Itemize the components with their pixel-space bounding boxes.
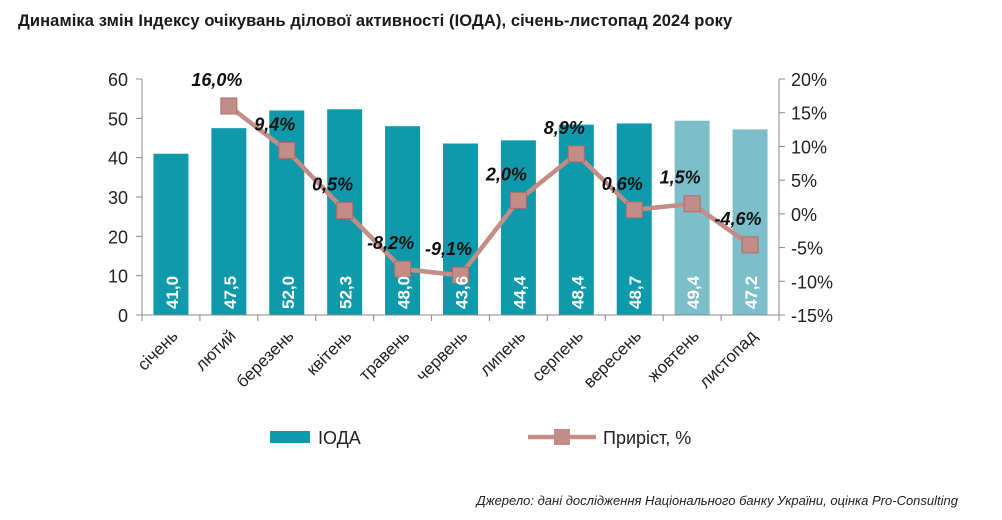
y-left-tick-label: 50 bbox=[108, 109, 128, 129]
y-left-tick-label: 10 bbox=[108, 267, 128, 287]
bar-жовтень bbox=[674, 120, 710, 316]
bar-value-label: 52,0 bbox=[279, 276, 298, 309]
bar-value-label: 48,0 bbox=[395, 276, 414, 309]
growth-marker bbox=[741, 236, 759, 254]
y-right-tick-label: 15% bbox=[791, 104, 827, 124]
growth-value-label: 0,6% bbox=[602, 174, 643, 194]
growth-value-label: -4,6% bbox=[715, 209, 762, 229]
y-left-tick-label: 30 bbox=[108, 188, 128, 208]
chart-title: Динаміка змін Індексу очікувань ділової … bbox=[18, 12, 733, 30]
growth-marker bbox=[336, 201, 354, 219]
growth-value-label: 0,5% bbox=[312, 174, 353, 194]
bar-value-label: 47,2 bbox=[742, 276, 761, 309]
x-tick-label: травень bbox=[355, 326, 413, 384]
growth-value-label: 9,4% bbox=[254, 114, 295, 134]
bar-червень bbox=[443, 143, 478, 315]
legend-group: ІОДА Приріст, % bbox=[270, 428, 691, 448]
bar-value-label: 48,4 bbox=[568, 275, 587, 309]
bar-травень bbox=[385, 126, 421, 315]
x-tick-label: березень bbox=[233, 326, 298, 391]
growth-value-label: -8,2% bbox=[367, 233, 414, 253]
growth-value-label: 16,0% bbox=[191, 70, 242, 90]
growth-line bbox=[227, 104, 752, 278]
bar-value-label: 48,7 bbox=[626, 276, 645, 309]
bar-лютий bbox=[211, 128, 247, 315]
growth-value-label: 1,5% bbox=[660, 168, 701, 188]
y-left-tick-label: 0 bbox=[118, 306, 128, 326]
growth-marker bbox=[625, 201, 643, 219]
growth-marker bbox=[452, 266, 469, 284]
bar-листопад bbox=[732, 129, 768, 315]
bar-value-label: 44,4 bbox=[510, 275, 529, 309]
y-right-tick-label: -10% bbox=[791, 272, 833, 292]
x-tick-label: вересень bbox=[580, 326, 645, 391]
bar-value-label: 47,5 bbox=[221, 276, 240, 309]
bar-вересень bbox=[616, 123, 652, 316]
labels-group: 41,0 47,5 52,0 52,3 48,0 43,6 44,4 48,4 48,7 49,4… bbox=[163, 70, 762, 309]
bar-value-label: 43,6 bbox=[453, 276, 472, 309]
y-left-tick-label: 40 bbox=[108, 149, 128, 169]
growth-marker bbox=[567, 145, 585, 163]
y-right-tick-label: -5% bbox=[791, 239, 823, 259]
y-right-tick-label: -15% bbox=[791, 306, 833, 326]
x-tick-label: квітень bbox=[303, 326, 356, 379]
x-tick-label: липень bbox=[476, 326, 529, 379]
legend-line-label: Приріст, % bbox=[603, 428, 691, 448]
growth-marker bbox=[278, 141, 296, 159]
bar-липень bbox=[500, 140, 536, 315]
x-tick-label: лютий bbox=[192, 326, 240, 374]
x-tick-label: серпень bbox=[528, 326, 587, 385]
growth-marker bbox=[509, 191, 527, 209]
y-right-tick-label: 5% bbox=[791, 171, 817, 191]
bar-січень bbox=[153, 153, 189, 315]
y-left-tick-label: 20 bbox=[108, 227, 128, 247]
legend-marker-swatch bbox=[554, 429, 570, 445]
x-tick-label: жовтень bbox=[644, 326, 703, 385]
y-right-tick-label: 0% bbox=[791, 205, 817, 225]
growth-value-label: -9,1% bbox=[425, 239, 472, 259]
growth-marker bbox=[394, 260, 412, 278]
source-note: Джерело: дані дослідження Національного … bbox=[476, 493, 958, 508]
bar-value-label: 41,0 bbox=[163, 276, 182, 309]
legend-bar-swatch bbox=[270, 431, 310, 443]
growth-value-label: 2,0% bbox=[485, 164, 527, 184]
bars-group bbox=[153, 109, 768, 316]
y-right-tick-label: 10% bbox=[791, 137, 827, 157]
legend-bar-label: ІОДА bbox=[318, 428, 361, 448]
growth-marker bbox=[683, 195, 701, 213]
x-tick-label: червень bbox=[412, 326, 471, 385]
bar-value-label: 49,4 bbox=[684, 275, 703, 309]
x-tick-label: січень bbox=[134, 326, 182, 374]
y-right-tick-label: 20% bbox=[791, 70, 827, 90]
bar-value-label: 52,3 bbox=[337, 276, 356, 309]
growth-marker bbox=[220, 97, 238, 115]
line-series-group bbox=[220, 97, 759, 284]
y-left-tick-label: 60 bbox=[108, 70, 128, 90]
x-tick-label: листопад bbox=[695, 326, 760, 391]
growth-value-label: 8,9% bbox=[544, 118, 585, 138]
